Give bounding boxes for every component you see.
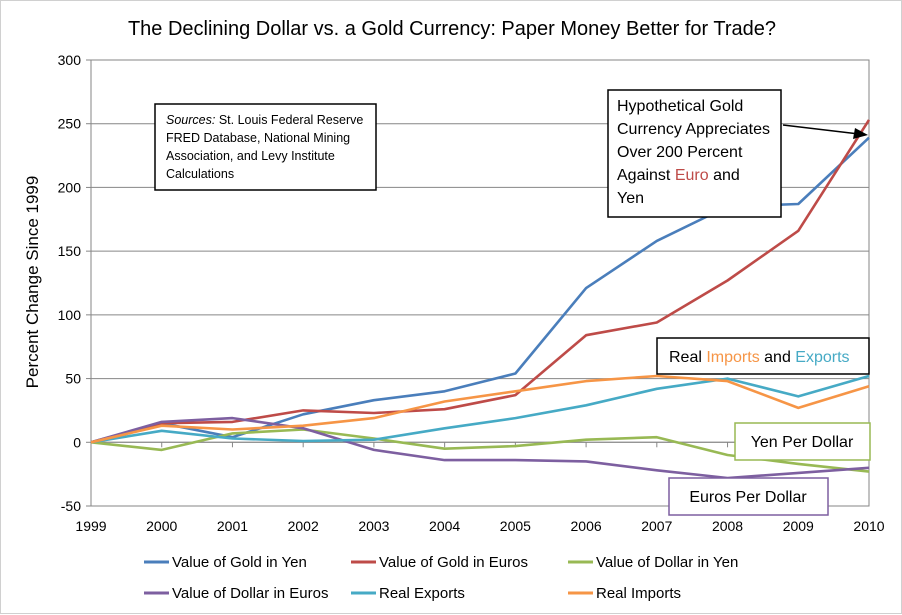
y-tick-label: 150 <box>58 243 82 259</box>
series-line-value-of-gold-in-euros <box>90 119 871 444</box>
yen-word: Yen <box>617 190 644 207</box>
legend-label: Value of Dollar in Euros <box>172 585 328 602</box>
x-tick-label: 2006 <box>571 518 602 534</box>
gold-callout-line: Against Euro and <box>617 167 740 184</box>
legend-label: Value of Gold in Yen <box>172 554 307 571</box>
sources-box <box>154 103 377 191</box>
legend-label: Value of Dollar in Yen <box>596 554 738 571</box>
yen-per-dollar-box <box>734 422 871 461</box>
x-tick-label: 2007 <box>641 518 672 534</box>
legend-label: Value of Gold in Euros <box>379 554 528 571</box>
gold-callout-line: Hypothetical Gold <box>617 98 743 115</box>
gold-callout-line: Currency Appreciates <box>617 121 770 138</box>
euros-per-dollar-label: Euros Per Dollar <box>689 489 807 506</box>
y-tick-label: 0 <box>73 434 81 450</box>
annotations: Sources: St. Louis Federal Reserve FRED D… <box>154 89 871 516</box>
and-word: and <box>709 167 740 184</box>
y-tick-label: 250 <box>58 116 82 132</box>
y-tick-label: 50 <box>65 371 81 387</box>
x-tick-label: 2009 <box>783 518 814 534</box>
y-tick-label: 200 <box>58 179 82 195</box>
x-tick-label: 2001 <box>217 518 248 534</box>
gold-callout-box <box>607 89 782 218</box>
series-line-value-of-dollar-in-euros <box>90 416 870 480</box>
legend-label: Real Exports <box>379 585 465 602</box>
sources-label: Sources: <box>166 113 215 127</box>
x-tick-label: 2002 <box>288 518 319 534</box>
x-tick-label: 2000 <box>146 518 177 534</box>
euros-per-dollar-box <box>668 477 829 516</box>
callout-arrow-head <box>853 128 868 139</box>
sources-note-line: Sources: St. Louis Federal Reserve <box>166 113 363 127</box>
gold-callout-line: Over 200 Percent <box>617 144 743 161</box>
y-tick-label: 100 <box>58 307 82 323</box>
sources-note-line: Calculations <box>166 167 234 181</box>
x-tick-label: 2004 <box>429 518 460 534</box>
legend-label: Real Imports <box>596 585 681 602</box>
yen-per-dollar-label: Yen Per Dollar <box>751 434 854 451</box>
trade-middle: and <box>760 349 796 366</box>
trade-label: Real Imports and Exports <box>669 349 850 366</box>
sources-text: St. Louis Federal Reserve <box>215 113 363 127</box>
y-tick-label: -50 <box>61 498 81 514</box>
x-tick-label: 2005 <box>500 518 531 534</box>
series-line-real-exports <box>90 374 870 444</box>
trade-label-box <box>656 337 870 375</box>
sources-note-line: Association, and Levy Institute <box>166 149 335 163</box>
x-tick-label: 2003 <box>358 518 389 534</box>
y-axis-label: Percent Change Since 1999 <box>23 176 42 389</box>
legend: Value of Gold in Yen Value of Gold in Eur… <box>144 554 738 602</box>
imports-word: Imports <box>706 349 759 366</box>
x-tick-label: 2008 <box>712 518 743 534</box>
sources-note-line: FRED Database, National Mining <box>166 131 350 145</box>
trade-prefix: Real <box>669 349 706 366</box>
euro-word: Euro <box>670 167 708 184</box>
series-line-real-imports <box>90 374 870 444</box>
exports-word: Exports <box>795 349 849 366</box>
x-tick-label: 1999 <box>75 518 106 534</box>
x-tick-label: 2010 <box>853 518 884 534</box>
y-tick-label: 300 <box>58 52 82 68</box>
callout-arrow-line <box>782 124 860 135</box>
chart-title: The Declining Dollar vs. a Gold Currency… <box>128 18 776 40</box>
